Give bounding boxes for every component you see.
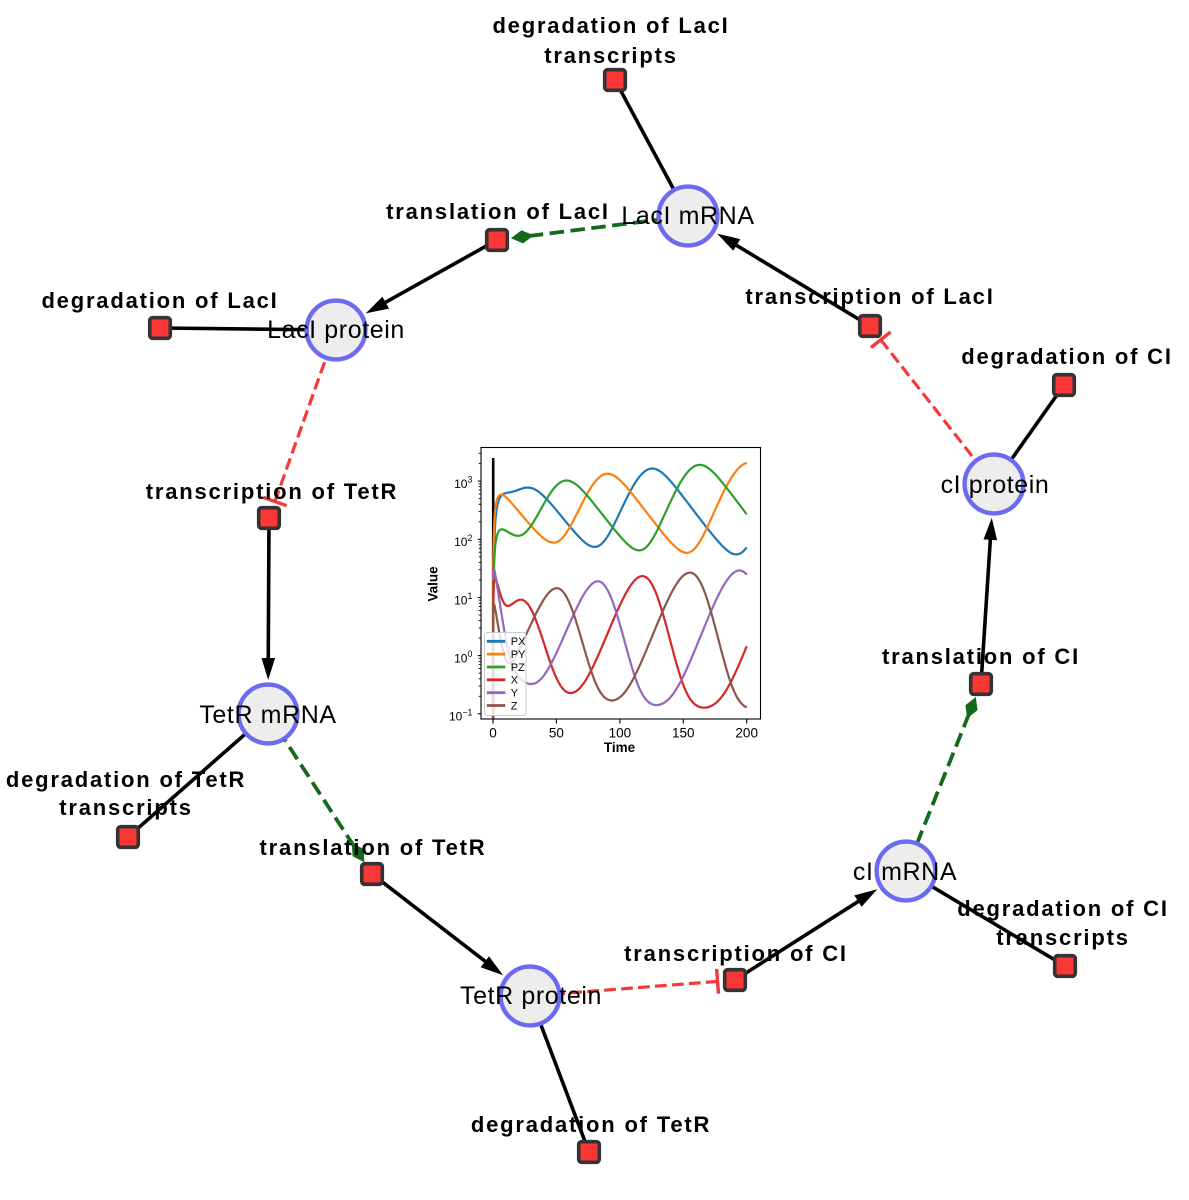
svg-text:transcription of TetR: transcription of TetR	[146, 479, 399, 504]
svg-text:150: 150	[672, 726, 695, 741]
svg-text:translation of CI: translation of CI	[882, 644, 1080, 669]
svg-text:translation of TetR: translation of TetR	[260, 835, 487, 860]
svg-text:X: X	[511, 675, 519, 687]
svg-text:transcription of LacI: transcription of LacI	[745, 284, 994, 309]
svg-text:LacI mRNA: LacI mRNA	[621, 202, 754, 230]
svg-text:100: 100	[454, 649, 472, 665]
svg-text:transcripts: transcripts	[996, 925, 1130, 950]
svg-text:transcripts: transcripts	[59, 795, 193, 820]
svg-text:LacI protein: LacI protein	[267, 316, 405, 344]
svg-text:degradation of LacI: degradation of LacI	[492, 13, 729, 38]
svg-text:PX: PX	[511, 636, 526, 648]
svg-text:translation of LacI: translation of LacI	[386, 199, 610, 224]
svg-text:TetR protein: TetR protein	[460, 982, 602, 1010]
svg-text:PZ: PZ	[511, 662, 525, 674]
svg-text:50: 50	[549, 726, 564, 741]
svg-text:200: 200	[735, 726, 758, 741]
svg-text:0: 0	[489, 726, 497, 741]
svg-text:100: 100	[609, 726, 632, 741]
svg-text:degradation of TetR: degradation of TetR	[471, 1112, 711, 1137]
svg-text:degradation of CI: degradation of CI	[961, 344, 1173, 369]
svg-text:cI protein: cI protein	[941, 471, 1050, 499]
svg-text:transcripts: transcripts	[544, 43, 678, 68]
svg-text:Z: Z	[511, 700, 518, 712]
svg-text:degradation of LacI: degradation of LacI	[41, 288, 278, 313]
svg-text:cI mRNA: cI mRNA	[853, 858, 957, 886]
svg-text:102: 102	[454, 533, 472, 549]
svg-text:Time: Time	[604, 740, 636, 755]
svg-text:Y: Y	[511, 688, 519, 700]
svg-text:103: 103	[454, 475, 472, 491]
svg-text:transcription of CI: transcription of CI	[624, 941, 848, 966]
svg-text:101: 101	[454, 591, 472, 607]
svg-text:10−1: 10−1	[449, 707, 472, 723]
svg-text:Value: Value	[426, 566, 441, 602]
svg-text:degradation of TetR: degradation of TetR	[6, 767, 246, 792]
svg-text:degradation of CI: degradation of CI	[957, 896, 1169, 921]
svg-text:TetR mRNA: TetR mRNA	[199, 701, 336, 729]
svg-text:PY: PY	[511, 649, 526, 661]
